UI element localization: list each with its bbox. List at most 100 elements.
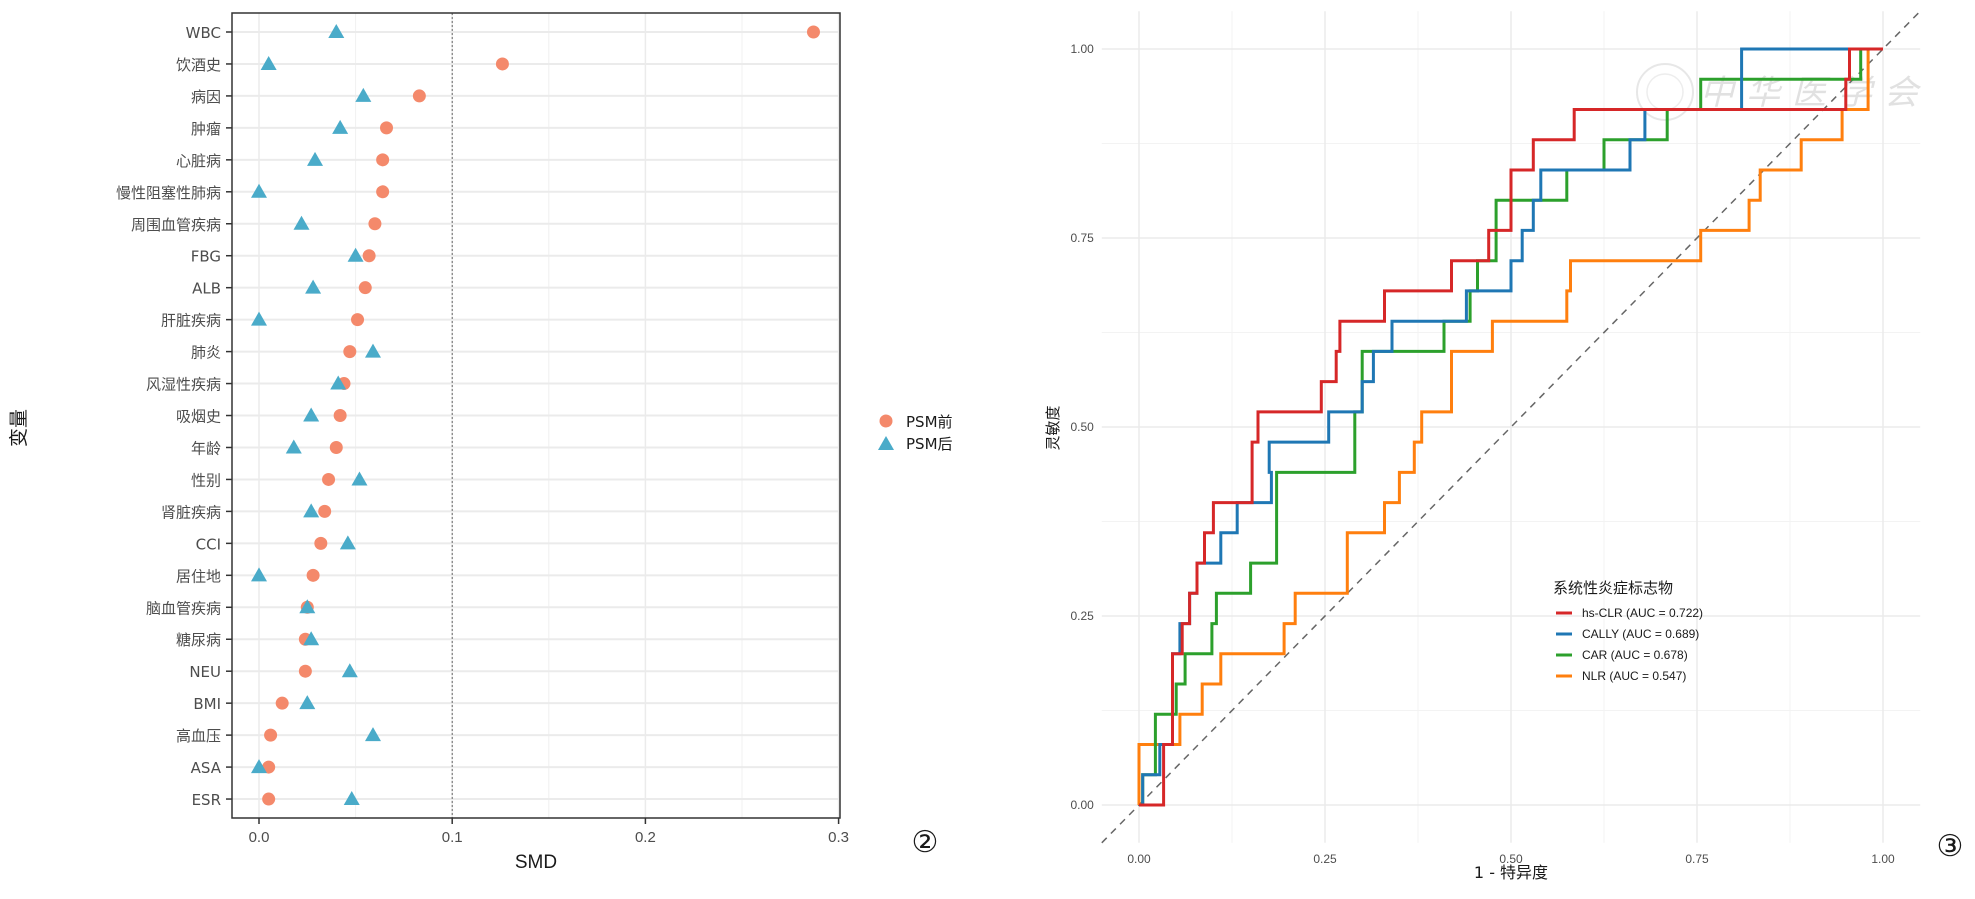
- psm-after-point: [251, 759, 267, 774]
- panel-number-3: ③: [1937, 830, 1964, 863]
- psm-before-point: [329, 440, 343, 454]
- roc-legend-label: NLR (AUC = 0.547): [1582, 669, 1686, 683]
- psm-after-point: [332, 119, 349, 134]
- smd-ytick-label: 慢性阻塞性肺病: [116, 184, 221, 202]
- psm-after-point: [341, 663, 358, 678]
- smd-x-axis-title: SMD: [515, 852, 557, 873]
- psm-before-point: [318, 504, 332, 518]
- psm-after-point: [351, 471, 368, 486]
- smd-ytick-label: FBG: [191, 248, 221, 266]
- psm-after-point: [307, 151, 324, 166]
- roc-ytick-label: 0.50: [1070, 420, 1094, 434]
- smd-ytick-label: 病因: [191, 88, 221, 106]
- psm-before-point: [298, 664, 312, 678]
- psm-after-point: [328, 24, 345, 38]
- smd-xtick-label: 0.0: [249, 829, 270, 846]
- psm-after-point: [303, 631, 320, 646]
- legend-label-psm-before: PSM前: [906, 413, 953, 431]
- smd-ytick-label: 肺炎: [191, 344, 221, 362]
- legend-label-psm-after: PSM后: [906, 435, 953, 453]
- roc-xtick-label: 0.00: [1127, 852, 1151, 866]
- smd-ytick-label: 肝脏疾病: [161, 312, 221, 330]
- roc-x-axis-title: 1 - 特异度: [1474, 863, 1548, 882]
- psm-after-point: [260, 55, 277, 70]
- psm-before-point: [368, 217, 382, 231]
- psm-after-point: [364, 727, 381, 742]
- roc-ytick-label: 0.00: [1070, 798, 1094, 812]
- watermark: 中华医学会: [1636, 63, 1918, 121]
- smd-ytick-label: 心脏病: [176, 152, 221, 170]
- roc-ytick-label: 0.25: [1070, 609, 1094, 623]
- psm-after-point: [305, 279, 322, 294]
- smd-ytick-label: 居住地: [176, 567, 221, 585]
- psm-before-point: [264, 728, 278, 742]
- roc-xtick-label: 1.00: [1871, 852, 1895, 866]
- psm-before-point: [358, 281, 372, 295]
- psm-before-point: [495, 57, 509, 71]
- psm-before-point: [412, 89, 426, 103]
- psm-before-point: [376, 185, 390, 199]
- roc-xtick-label: 0.75: [1685, 852, 1709, 866]
- psm-before-point: [333, 409, 347, 423]
- roc-gridlines: [1101, 11, 1921, 843]
- smd-y-axis-title: 变量: [8, 409, 30, 447]
- smd-ytick-label: WBC: [186, 24, 221, 42]
- smd-ytick-label: 肾脏疾病: [161, 503, 221, 521]
- smd-ytick-label: 年龄: [191, 439, 221, 457]
- roc-panel: 0.00 0.00 0.25 0.25 0.50 0.50 0.75 0.75 1.00 1.00…: [1044, 10, 1964, 882]
- smd-ytick-label: 风湿性疾病: [146, 376, 221, 394]
- roc-legend-title: 系统性炎症标志物: [1553, 579, 1673, 597]
- roc-curve-hs-clr: [1139, 47, 1883, 807]
- psm-before-point: [314, 536, 328, 550]
- smd-ytick-label: 周围血管疾病: [131, 216, 221, 234]
- smd-ytick-label: 性别: [191, 471, 221, 489]
- legend-circle-marker: [879, 414, 893, 428]
- panel-number-2: ②: [912, 826, 939, 859]
- psm-after-point: [251, 567, 267, 582]
- smd-ytick-label: BMI: [193, 695, 221, 713]
- psm-after-point: [355, 87, 372, 102]
- roc-curve-cally: [1139, 47, 1883, 807]
- roc-xtick-label: 0.25: [1313, 852, 1337, 866]
- psm-after-point: [347, 247, 364, 262]
- roc-xtick-label: 0.50: [1499, 852, 1523, 866]
- psm-after-point: [339, 535, 356, 550]
- smd-xtick-labels: 0.0 0.1 0.2 0.3: [249, 818, 849, 846]
- roc-curve-nlr: [1137, 47, 1883, 805]
- roc-legend-label: CAR (AUC = 0.678): [1582, 648, 1688, 662]
- roc-legend-label: CALLY (AUC = 0.689): [1582, 627, 1699, 641]
- psm-after-point: [251, 311, 267, 326]
- psm-after-point: [285, 439, 302, 454]
- smd-ytick-label: 高血压: [176, 727, 221, 745]
- smd-ytick-label: CCI: [196, 535, 221, 553]
- psm-before-point: [362, 249, 376, 263]
- smd-ytick-label: NEU: [189, 663, 221, 681]
- psm-after-point: [303, 503, 320, 518]
- watermark-emblem-icon: [1636, 63, 1694, 121]
- smd-panel-border: [231, 12, 841, 819]
- smd-xtick-label: 0.3: [828, 829, 849, 846]
- roc-ytick-label: 0.75: [1070, 231, 1094, 245]
- psm-before-point: [262, 792, 276, 806]
- watermark-emblem-inner-icon: [1646, 73, 1684, 111]
- smd-xtick-label: 0.1: [442, 829, 463, 846]
- roc-tick-labels: 0.00 0.00 0.25 0.25 0.50 0.50 0.75 0.75 1.00 1.00: [1070, 42, 1895, 866]
- roc-legend-label: hs-CLR (AUC = 0.722): [1582, 606, 1703, 620]
- smd-legend: PSM前 PSM后: [878, 413, 953, 453]
- psm-after-point: [293, 215, 310, 230]
- psm-after-point: [299, 599, 316, 614]
- smd-ytick-label: 肿瘤: [191, 120, 221, 138]
- roc-legend: 系统性炎症标志物 hs-CLR (AUC = 0.722) CALLY (AUC …: [1553, 579, 1703, 683]
- smd-xtick-label: 0.2: [635, 829, 656, 846]
- psm-before-point: [376, 153, 390, 167]
- psm-before-point: [351, 313, 365, 327]
- psm-before-point: [380, 121, 394, 135]
- roc-ytick-label: 1.00: [1070, 42, 1094, 56]
- smd-ytick-label: 饮酒史: [176, 56, 221, 74]
- psm-before-point: [306, 568, 320, 582]
- psm-after-point: [330, 375, 347, 390]
- smd-ytick-label: 脑血管疾病: [146, 599, 221, 617]
- smd-ytick-label: 糖尿病: [176, 631, 221, 649]
